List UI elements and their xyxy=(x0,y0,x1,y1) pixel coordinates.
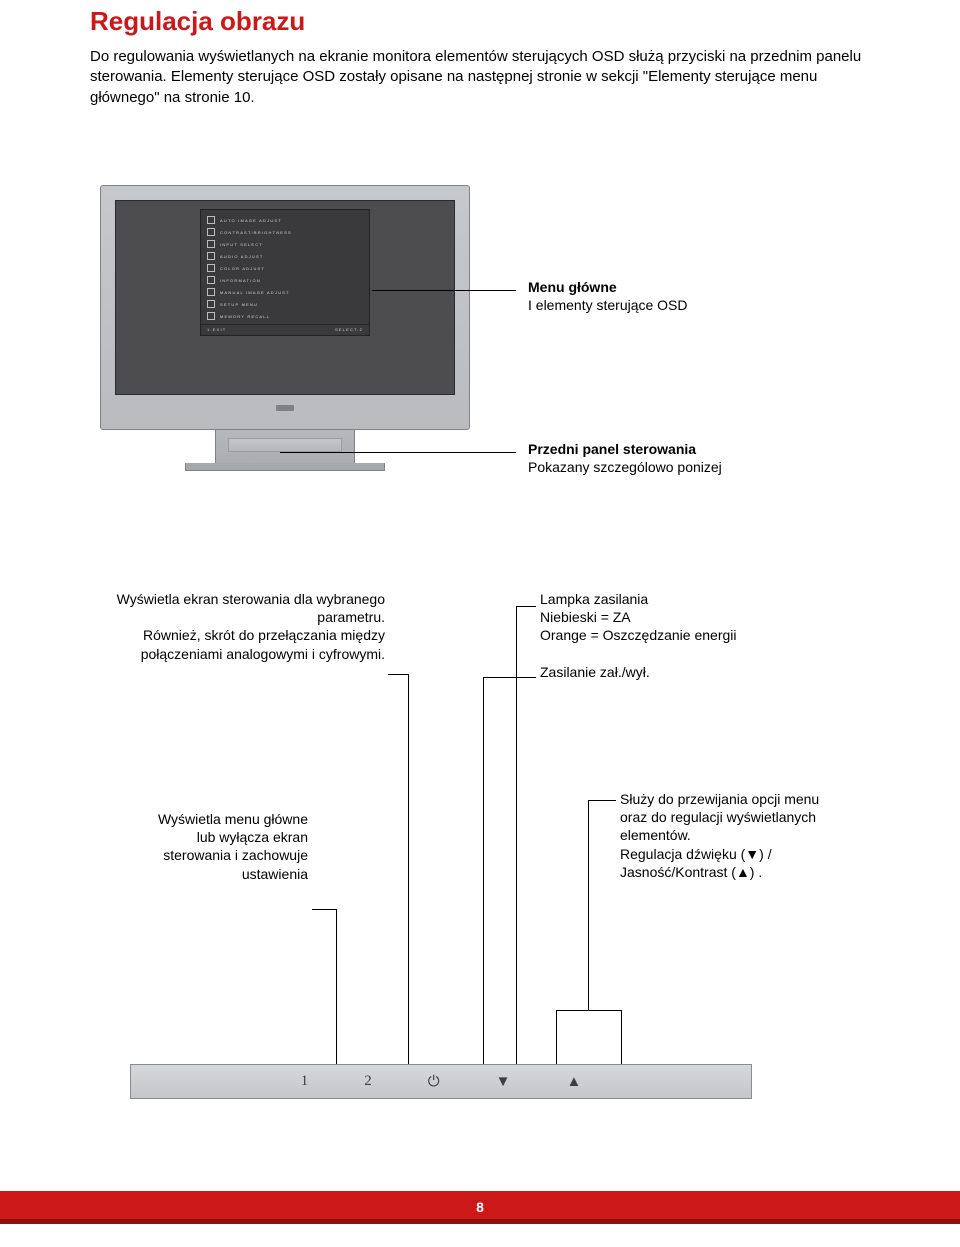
callout-main-menu: Menu główne I elementy sterujące OSD xyxy=(528,278,688,314)
osd-item: AUDIO ADJUST xyxy=(220,254,264,259)
osd-item: SETUP MENU xyxy=(220,302,258,307)
callout-low-right: Służy do przewijania opcji menu oraz do … xyxy=(620,790,840,881)
osd-item: INFORMATION xyxy=(220,278,261,283)
footer-bar-accent xyxy=(0,1219,960,1224)
osd-footer-left: 1:EXIT xyxy=(207,327,226,332)
callout-front-panel: Przedni panel sterowania Pokazany szczeg… xyxy=(528,440,722,476)
up-arrow-icon: ▲ xyxy=(566,1073,581,1090)
page-title: Regulacja obrazu xyxy=(90,0,870,37)
osd-item: MEMORY RECALL xyxy=(220,314,270,319)
osd-item: COLOR ADJUST xyxy=(220,266,265,271)
callout-low-left: Wyświetla menu główne lub wyłącza ekran … xyxy=(140,810,308,883)
page-number: 8 xyxy=(476,1199,484,1215)
osd-item: CONTRAST/BRIGHTNESS xyxy=(220,230,292,235)
osd-footer-right: SELECT:2 xyxy=(335,327,363,332)
callout-mid-right: Lampka zasilania Niebieski = ZA Orange =… xyxy=(540,590,800,681)
osd-panel: AUTO IMAGE ADJUST CONTRAST/BRIGHTNESS IN… xyxy=(200,209,370,336)
monitor-illustration: AUTO IMAGE ADJUST CONTRAST/BRIGHTNESS IN… xyxy=(100,185,470,485)
front-panel-diagram: 1 2 ⏻ ▼ ▲ xyxy=(130,1010,752,1100)
panel-button-1: 1 xyxy=(301,1073,309,1090)
callout-mid-left: Wyświetla ekran sterowania dla wybranego… xyxy=(110,590,385,663)
osd-item: INPUT SELECT xyxy=(220,242,263,247)
power-icon: ⏻ xyxy=(428,1073,440,1090)
osd-item: MANUAL IMAGE ADJUST xyxy=(220,290,290,295)
panel-button-2: 2 xyxy=(364,1073,372,1090)
intro-paragraph: Do regulowania wyświetlanych na ekranie … xyxy=(90,47,870,108)
osd-item: AUTO IMAGE ADJUST xyxy=(220,218,282,223)
down-arrow-icon: ▼ xyxy=(496,1073,511,1090)
